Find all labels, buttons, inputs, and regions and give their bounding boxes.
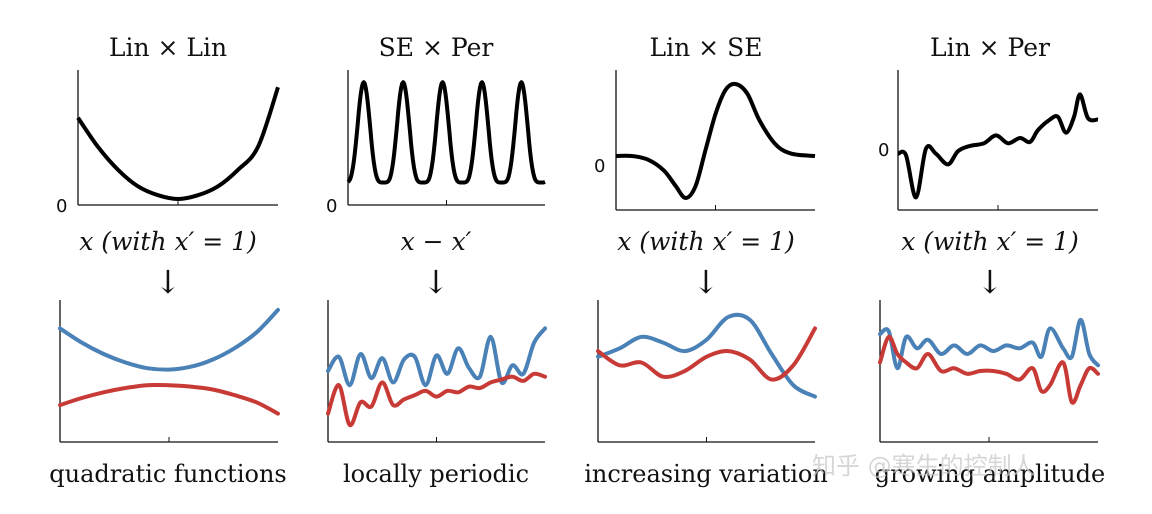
down-arrow: ↓ — [977, 263, 1004, 301]
down-arrow: ↓ — [423, 263, 450, 301]
kernel-curve — [897, 92, 1099, 200]
panel-title: SE × Per — [379, 33, 494, 62]
kernel-y-tick-label: 0 — [56, 196, 67, 217]
panel-1: Lin × Lin 0 x (with x′ = 1) ↓ quadratic func… — [49, 33, 286, 488]
kernel-y-tick-label: 0 — [878, 140, 889, 161]
kernel-y-tick-label: 0 — [594, 156, 605, 177]
kernel-x-label: x (with x′ = 1) — [901, 227, 1079, 256]
sample-series-2 — [58, 382, 280, 416]
kernel-y-tick-label: 0 — [326, 196, 337, 217]
panel-caption: quadratic functions — [49, 460, 286, 488]
panel-title: Lin × Per — [930, 33, 1050, 62]
kernel-curve — [76, 86, 280, 201]
sample-series-2 — [326, 371, 547, 428]
kernel-x-label: x (with x′ = 1) — [617, 227, 795, 256]
kernel-x-label: x (with x′ = 1) — [79, 227, 257, 256]
sample-series-1 — [326, 326, 547, 388]
panel-2: SE × Per 0 x − x′ ↓ locally periodic — [326, 33, 547, 488]
watermark: 知乎 @寒生的控制人 — [812, 452, 1036, 480]
sample-series-1 — [878, 317, 1100, 371]
panel-4: Lin × Per 0 x (with x′ = 1) ↓ growing amplit… — [875, 33, 1105, 488]
panel-caption: growing amplitude — [875, 460, 1105, 488]
down-arrow: ↓ — [693, 263, 720, 301]
kernel-curve — [346, 80, 546, 185]
sample-series-2 — [596, 326, 817, 382]
kernel-curve — [615, 81, 816, 200]
panel-title: Lin × Lin — [109, 33, 227, 62]
kernel-x-label: x − x′ — [401, 227, 472, 256]
sample-series-1 — [58, 307, 280, 372]
down-arrow: ↓ — [155, 263, 182, 301]
panel-title: Lin × SE — [650, 33, 763, 62]
panel-3: Lin × SE 0 x (with x′ = 1) ↓ increasing vari… — [584, 33, 828, 488]
sample-series-2 — [878, 334, 1100, 405]
panel-caption: locally periodic — [343, 460, 529, 488]
sample-series-1 — [596, 312, 817, 399]
panel-caption: increasing variation — [584, 460, 828, 488]
